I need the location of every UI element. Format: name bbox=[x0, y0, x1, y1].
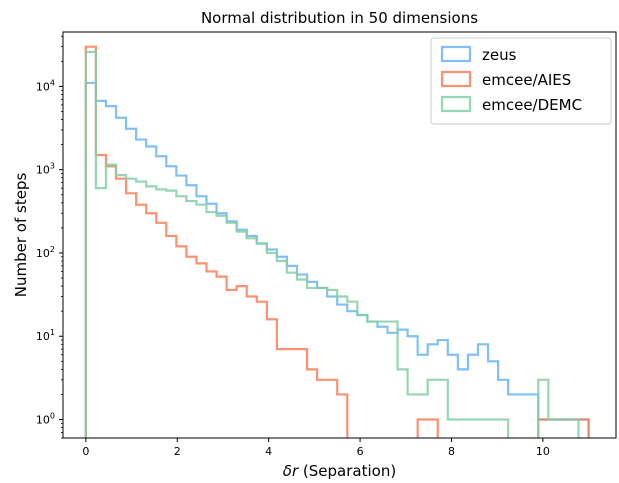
x-tick-label: 2 bbox=[174, 445, 181, 458]
legend-swatch bbox=[440, 70, 472, 88]
y-tick-label: 101 bbox=[36, 328, 55, 343]
x-tick-label: 10 bbox=[536, 445, 550, 458]
legend: zeus emcee/AIES emcee/DEMC bbox=[430, 37, 612, 125]
x-tick-label: 8 bbox=[448, 445, 455, 458]
series-line-emcee-aies bbox=[84, 45, 590, 438]
legend-swatch bbox=[440, 45, 472, 63]
chart-title: Normal distribution in 50 dimensions bbox=[201, 9, 478, 27]
legend-swatch bbox=[440, 95, 472, 113]
y-tick-label: 100 bbox=[36, 412, 55, 427]
x-axis-label-text: (Separation) bbox=[298, 462, 396, 480]
legend-label: emcee/DEMC bbox=[482, 96, 582, 114]
x-tick-label: 4 bbox=[265, 445, 272, 458]
legend-box bbox=[430, 37, 612, 125]
series-line-emcee-demc bbox=[84, 50, 580, 438]
ticks-layer: 0 2 4 6 8 10 100 101 102 103 104 bbox=[36, 35, 550, 458]
x-axis-label-symbol: δr bbox=[283, 462, 299, 480]
x-axis-label: δr (Separation) bbox=[283, 462, 396, 480]
x-tick-label: 0 bbox=[82, 445, 89, 458]
y-tick-label: 103 bbox=[36, 162, 55, 177]
y-tick-label: 104 bbox=[36, 78, 55, 93]
axes-frame bbox=[62, 31, 617, 439]
legend-label: emcee/AIES bbox=[482, 71, 571, 89]
legend-label: zeus bbox=[482, 46, 517, 64]
x-tick-label: 6 bbox=[357, 445, 364, 458]
series-layer bbox=[84, 45, 590, 438]
y-axis-label: Number of steps bbox=[12, 173, 30, 298]
y-tick-label: 102 bbox=[36, 245, 55, 260]
